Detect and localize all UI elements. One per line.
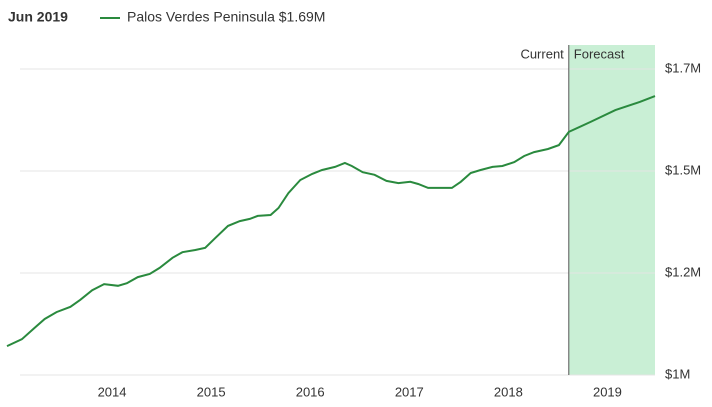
x-tick-label: 2016 — [296, 384, 325, 399]
y-tick-label: $1M — [665, 366, 690, 381]
forecast-region — [568, 45, 655, 375]
x-tick-label: 2018 — [494, 384, 523, 399]
y-tick-label: $1.7M — [665, 60, 701, 75]
chart-title: Jun 2019 — [8, 9, 68, 25]
current-label: Current — [520, 46, 564, 61]
legend-label: Palos Verdes Peninsula $1.69M — [127, 9, 325, 25]
x-tick-label: 2019 — [593, 384, 622, 399]
x-tick-label: 2017 — [395, 384, 424, 399]
x-tick-label: 2015 — [197, 384, 226, 399]
x-tick-label: 2014 — [98, 384, 127, 399]
y-tick-label: $1.5M — [665, 162, 701, 177]
forecast-label: Forecast — [574, 46, 625, 61]
series-line — [6, 95, 656, 348]
y-tick-label: $1.2M — [665, 264, 701, 279]
